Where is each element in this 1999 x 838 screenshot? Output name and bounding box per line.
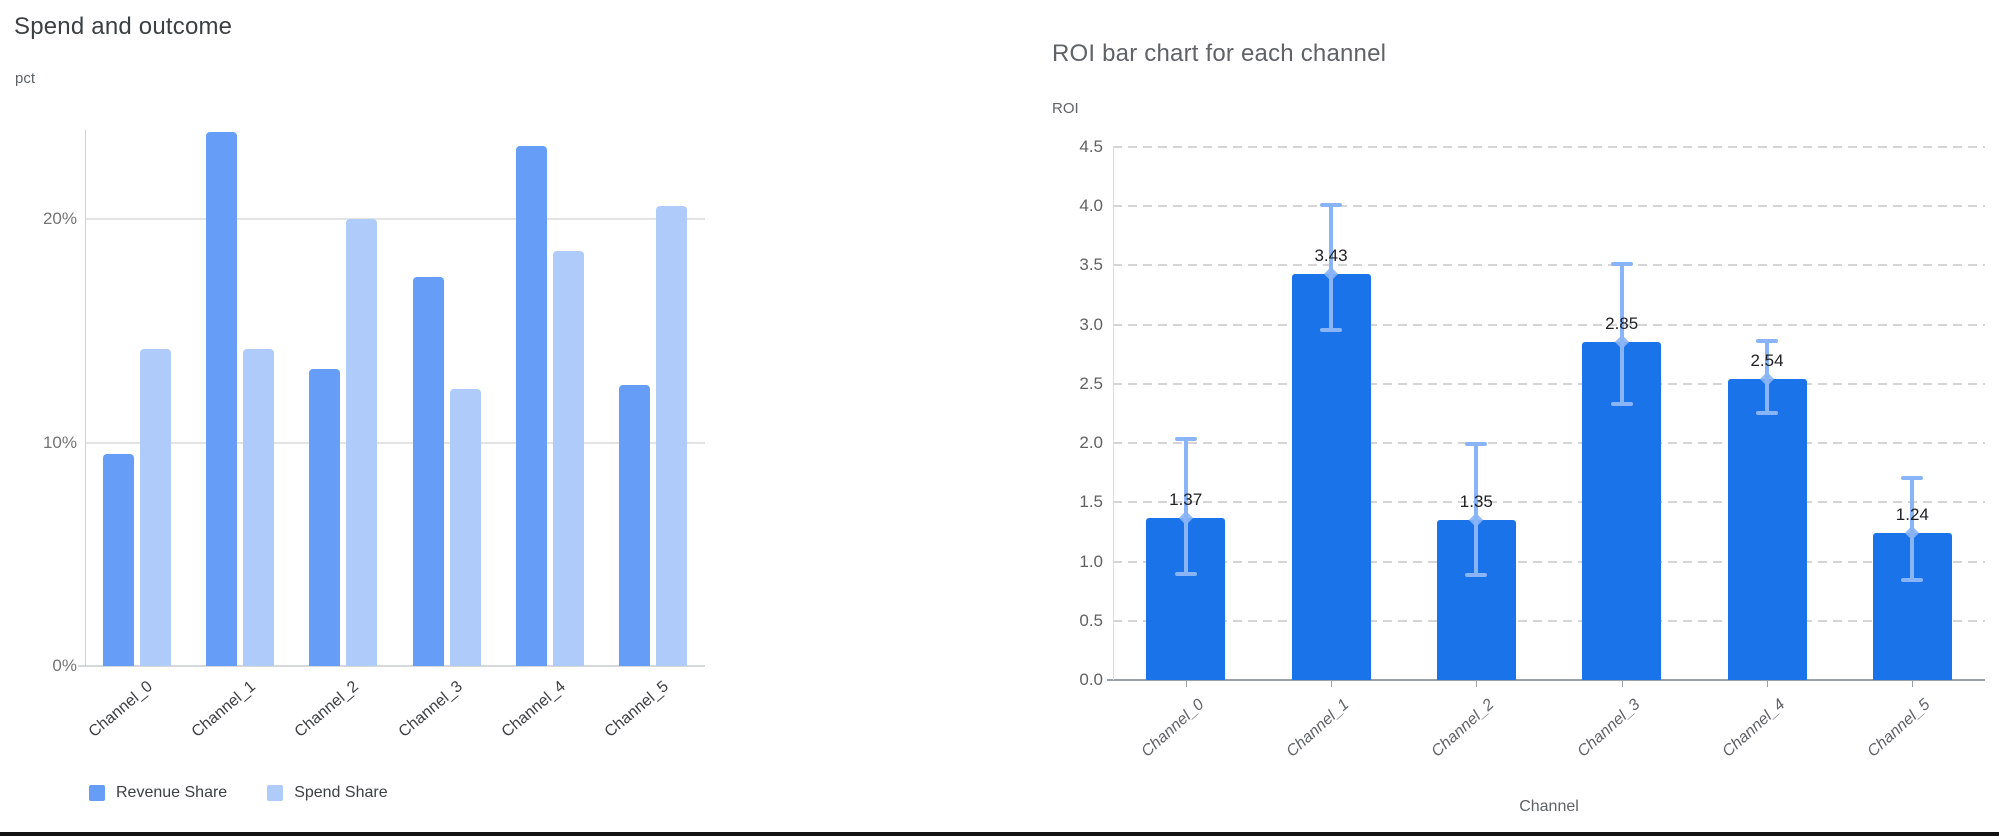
left-gridline [85, 218, 705, 221]
left-bar-revenue-share-2 [309, 368, 341, 666]
right-y-tick-label: 2.0 [1079, 433, 1103, 453]
right-x-axis-baseline [1107, 679, 1985, 681]
error-bar-top-cap-1 [1320, 202, 1342, 207]
right-x-axis-label: Channel_4 [1719, 696, 1789, 761]
left-bar-spend-share-5 [656, 205, 688, 666]
left-bar-revenue-share-1 [206, 132, 237, 666]
left-bar-spend-share-1 [243, 348, 274, 666]
roi-bar-1 [1291, 273, 1371, 680]
spend-outcome-y-axis-title: pct [15, 70, 36, 87]
legend-item-spend-share: Spend Share [267, 784, 388, 802]
right-x-tick-mark [1621, 681, 1623, 687]
error-bar-top-cap-5 [1901, 476, 1924, 481]
left-y-tick-label: 20% [42, 209, 77, 229]
right-x-axis-label: Channel_3 [1574, 696, 1644, 761]
left-bar-spend-share-4 [553, 250, 584, 666]
legend-swatch-icon [89, 785, 105, 801]
legend-label: Revenue Share [116, 784, 228, 801]
left-bar-revenue-share-3 [412, 277, 444, 666]
left-bar-revenue-share-4 [516, 145, 547, 666]
right-y-tick-label: 3.5 [1079, 255, 1103, 275]
left-y-axis-line [85, 130, 86, 666]
roi-y-axis-title: ROI [1052, 100, 1079, 117]
right-y-tick-label: 4.5 [1079, 137, 1103, 156]
legend-swatch-icon [267, 785, 284, 801]
error-bar-top-cap-0 [1174, 437, 1197, 442]
legend-item-revenue-share: Revenue Share [89, 784, 227, 802]
right-gridline [1113, 205, 1985, 208]
roi-x-axis-title: Channel [1519, 798, 1579, 815]
right-y-tick-label: 1.0 [1079, 551, 1103, 571]
right-x-tick-mark [1912, 681, 1914, 687]
right-y-tick-label: 1.5 [1079, 492, 1103, 512]
left-bar-spend-share-3 [449, 389, 481, 666]
error-bar-bottom-cap-1 [1320, 327, 1342, 332]
roi-bar-4 [1727, 379, 1807, 680]
error-bar-bottom-cap-3 [1610, 402, 1633, 407]
right-gridline [1113, 619, 1985, 622]
legend-label: Spend Share [294, 784, 388, 801]
right-gridline [1113, 146, 1985, 148]
right-gridline [1113, 442, 1985, 445]
right-x-axis-label: Channel_2 [1428, 696, 1498, 761]
roi-bar-value-label: 1.35 [1459, 492, 1493, 512]
right-x-axis-label: Channel_1 [1283, 696, 1353, 761]
right-x-axis-label: Channel_0 [1138, 696, 1208, 761]
right-y-tick-label: 4.0 [1079, 196, 1103, 216]
error-bar-bottom-cap-0 [1174, 571, 1197, 576]
spend-outcome-chart-title: Spend and outcome [14, 13, 233, 40]
left-bar-spend-share-2 [346, 219, 378, 666]
right-x-tick-mark [1331, 681, 1332, 687]
roi-bar-value-label: 2.54 [1750, 351, 1784, 371]
right-y-tick-label: 0.0 [1079, 670, 1103, 689]
left-bar-spend-share-0 [139, 348, 171, 666]
error-bar-line-2 [1474, 443, 1479, 576]
right-y-tick-label: 0.5 [1079, 610, 1103, 630]
right-gridline [1113, 560, 1985, 563]
roi-bar-value-label: 1.24 [1895, 505, 1929, 525]
roi-bar-value-label: 2.85 [1605, 314, 1639, 334]
spend-outcome-legend: Revenue Share Spend Share [89, 784, 388, 802]
error-bar-line-0 [1183, 438, 1188, 575]
roi-chart-title: ROI bar chart for each channel [1052, 40, 1387, 67]
error-bar-top-cap-3 [1610, 262, 1633, 267]
error-bar-bottom-cap-2 [1465, 572, 1488, 577]
left-gridline [85, 441, 705, 444]
right-gridline [1113, 501, 1985, 504]
right-gridline [1113, 264, 1985, 267]
right-x-axis-label: Channel_5 [1864, 696, 1934, 761]
error-bar-bottom-cap-4 [1756, 410, 1778, 415]
left-y-tick-label: 10% [42, 432, 77, 452]
error-bar-bottom-cap-5 [1901, 577, 1924, 582]
right-y-tick-label: 3.0 [1079, 314, 1103, 334]
roi-bar-value-label: 3.43 [1314, 245, 1348, 265]
left-bar-revenue-share-0 [102, 453, 134, 666]
left-bar-revenue-share-5 [619, 384, 651, 666]
right-x-tick-mark [1476, 681, 1478, 687]
right-y-axis-line [1113, 147, 1114, 680]
bottom-divider [0, 832, 1999, 836]
left-y-tick-label: 0% [52, 656, 77, 675]
right-x-tick-mark [1185, 681, 1187, 687]
left-x-axis-baseline [78, 665, 705, 667]
error-bar-line-3 [1619, 263, 1624, 406]
error-bar-top-cap-2 [1465, 442, 1488, 447]
roi-bar-value-label: 1.37 [1169, 489, 1203, 509]
right-gridline [1113, 323, 1985, 326]
error-bar-top-cap-4 [1756, 339, 1778, 344]
right-gridline [1113, 382, 1985, 385]
right-y-tick-label: 2.5 [1079, 373, 1103, 393]
right-x-tick-mark [1767, 681, 1768, 687]
